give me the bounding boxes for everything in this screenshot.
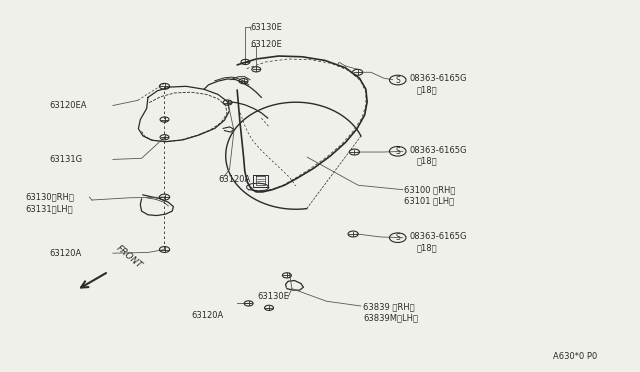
Text: S: S xyxy=(396,233,400,242)
Text: 63100 〈RH〉: 63100 〈RH〉 xyxy=(404,185,456,194)
Text: 63120A: 63120A xyxy=(218,175,250,184)
Text: 63120EA: 63120EA xyxy=(50,101,87,110)
Text: 63130E: 63130E xyxy=(257,292,289,301)
Text: S: S xyxy=(396,76,400,84)
Text: 08363-6165G: 08363-6165G xyxy=(409,74,467,83)
Text: FRONT: FRONT xyxy=(115,243,144,270)
Text: 〘18〙: 〘18〙 xyxy=(417,86,438,94)
Text: 63131G: 63131G xyxy=(50,155,83,164)
Text: 63131〈LH〉: 63131〈LH〉 xyxy=(26,204,73,214)
Text: A630*0 P0: A630*0 P0 xyxy=(553,352,597,361)
Text: 08363-6165G: 08363-6165G xyxy=(409,232,467,241)
Text: 63130〈RH〉: 63130〈RH〉 xyxy=(26,193,74,202)
Text: 63839 〈RH〉: 63839 〈RH〉 xyxy=(364,302,415,311)
Text: 08363-6165G: 08363-6165G xyxy=(409,146,467,155)
Text: S: S xyxy=(396,147,400,156)
Text: 63130E: 63130E xyxy=(250,23,282,32)
Text: 〘18〙: 〘18〙 xyxy=(417,157,438,166)
Text: 63101 〈LH〉: 63101 〈LH〉 xyxy=(404,196,454,205)
Text: 〘18〙: 〘18〙 xyxy=(417,243,438,252)
Text: 63120E: 63120E xyxy=(250,41,282,49)
Text: 63120A: 63120A xyxy=(191,311,223,320)
Text: 63839M〈LH〉: 63839M〈LH〉 xyxy=(364,313,419,322)
Text: 63120A: 63120A xyxy=(50,250,82,259)
